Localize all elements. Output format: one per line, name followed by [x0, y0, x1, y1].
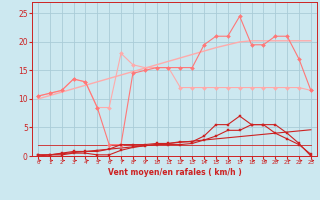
- X-axis label: Vent moyen/en rafales ( km/h ): Vent moyen/en rafales ( km/h ): [108, 168, 241, 177]
